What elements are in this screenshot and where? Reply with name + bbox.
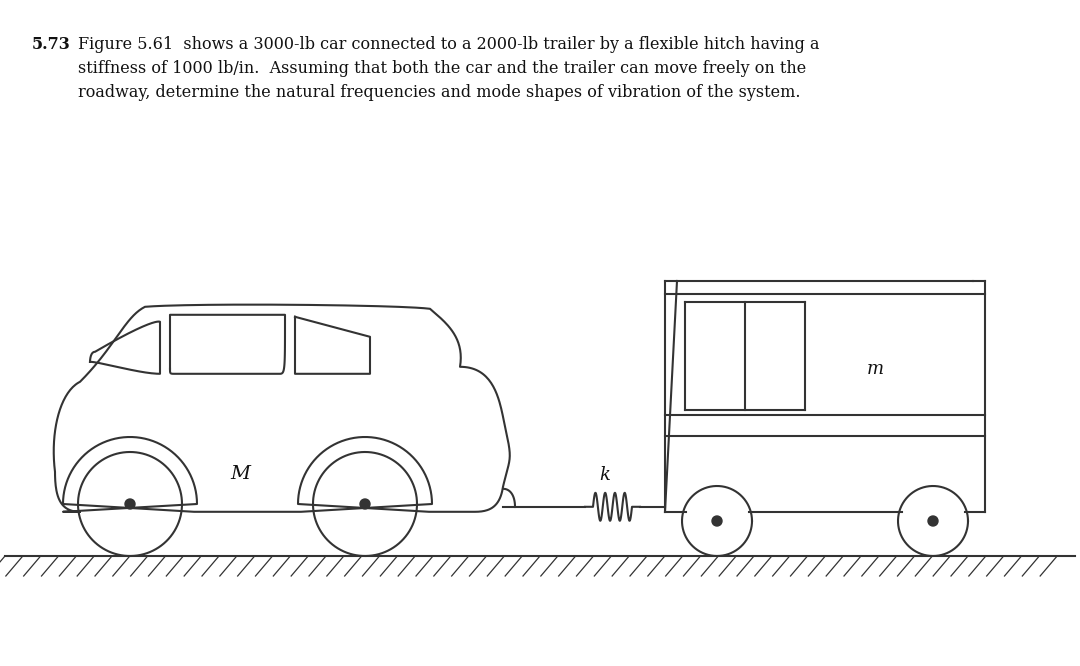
Circle shape: [712, 516, 723, 526]
Text: M: M: [230, 465, 249, 483]
Text: Figure 5.61  shows a 3000-lb car connected to a 2000-lb trailer by a flexible hi: Figure 5.61 shows a 3000-lb car connecte…: [78, 36, 820, 101]
Circle shape: [125, 499, 135, 509]
Text: m: m: [866, 360, 883, 378]
Text: 5.73: 5.73: [32, 36, 71, 53]
Circle shape: [360, 499, 370, 509]
Circle shape: [928, 516, 939, 526]
Text: k: k: [599, 466, 610, 484]
